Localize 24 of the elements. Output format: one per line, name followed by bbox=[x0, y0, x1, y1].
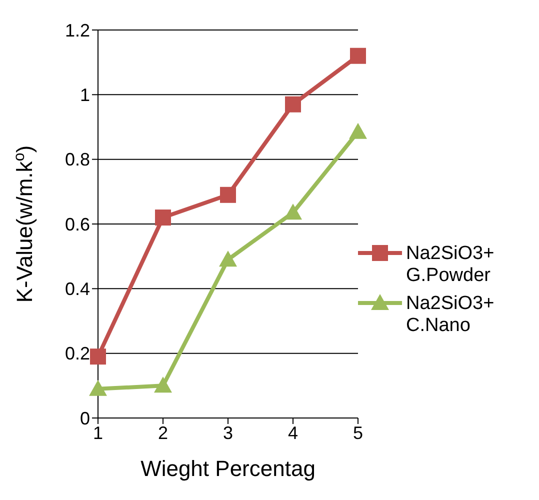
y-tick-label: 0.4 bbox=[64, 279, 90, 300]
x-tick-label: 1 bbox=[92, 422, 104, 443]
y-tick-label: 1 bbox=[80, 85, 90, 106]
point bbox=[154, 376, 172, 393]
point bbox=[220, 186, 236, 203]
point bbox=[155, 210, 171, 226]
point bbox=[89, 380, 107, 396]
x-axis-title: Wieght Percentag bbox=[140, 456, 316, 481]
x-tick-label: 3 bbox=[222, 422, 234, 443]
point bbox=[90, 348, 106, 365]
x-tick-label: 4 bbox=[288, 422, 298, 443]
legend-label: Na2SiO3+ C.Nano bbox=[406, 293, 496, 337]
y-tick-label: 0 bbox=[80, 408, 90, 428]
point bbox=[285, 96, 301, 112]
point bbox=[219, 250, 237, 267]
point bbox=[349, 122, 367, 139]
x-tick-label: 2 bbox=[158, 422, 168, 443]
point bbox=[350, 48, 366, 64]
y-tick-label: 1.2 bbox=[64, 20, 90, 40]
legend-label: Na2SiO3+ G.Powder bbox=[406, 243, 496, 287]
y-tick-label: 0.2 bbox=[64, 344, 90, 364]
y-tick-label: 0.6 bbox=[64, 214, 90, 234]
y-tick-label: 0.8 bbox=[64, 150, 90, 170]
x-tick-label: 5 bbox=[352, 422, 364, 443]
